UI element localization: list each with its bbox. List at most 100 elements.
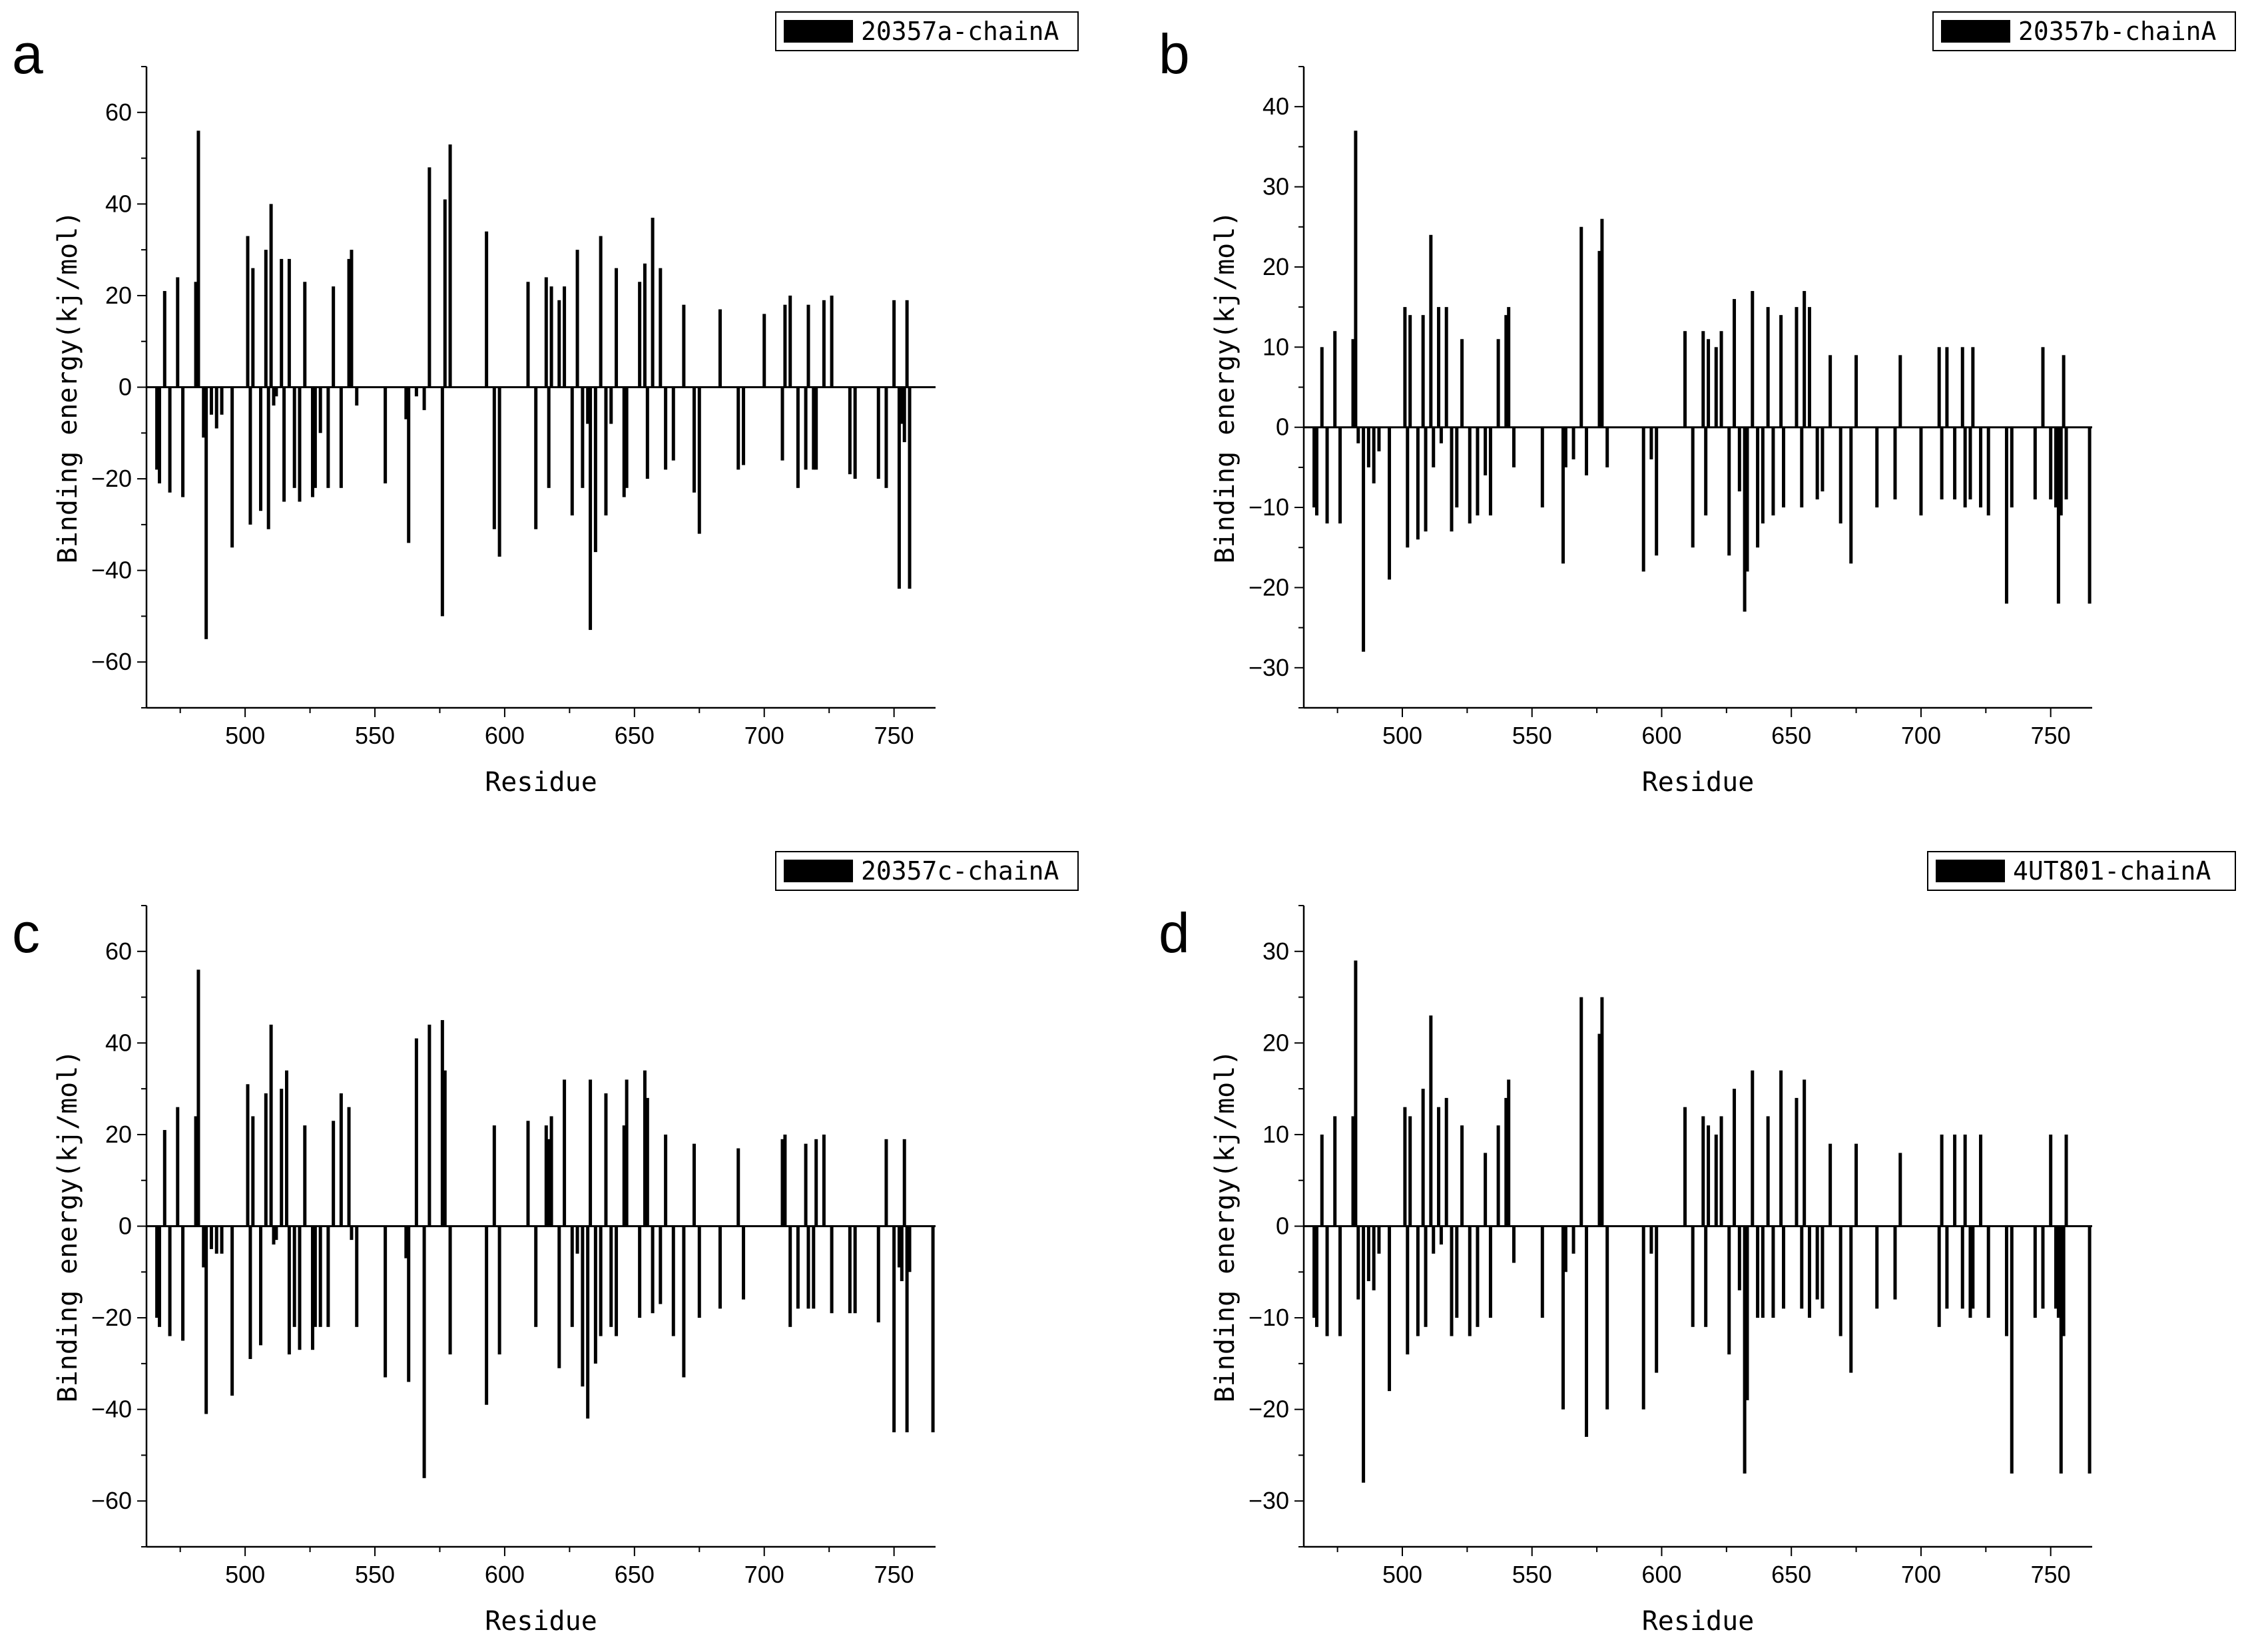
bar <box>1953 1134 1957 1227</box>
bar <box>526 1121 530 1227</box>
y-tick-label: 30 <box>1262 938 1289 965</box>
bar <box>204 1226 208 1414</box>
bar <box>697 1226 701 1318</box>
bar <box>1512 1226 1516 1263</box>
bar <box>269 204 273 388</box>
bar <box>1437 1107 1441 1227</box>
bar <box>332 1121 336 1227</box>
x-tick-label: 550 <box>355 1561 395 1588</box>
bar <box>2056 427 2060 604</box>
bar <box>853 387 857 479</box>
bar <box>1838 427 1842 524</box>
bar <box>1424 1226 1428 1327</box>
bar <box>1704 1226 1708 1327</box>
bar <box>544 277 548 388</box>
bar <box>848 387 852 475</box>
y-tick-label: 20 <box>105 1121 132 1148</box>
bar <box>2041 347 2045 427</box>
bar <box>563 286 567 388</box>
bar <box>1338 427 1342 524</box>
bar <box>427 167 431 388</box>
bar <box>1704 427 1708 516</box>
bar <box>897 387 901 589</box>
bar <box>497 387 501 557</box>
bar <box>671 387 675 461</box>
bar <box>292 1226 296 1327</box>
y-tick-label: −20 <box>1249 573 1289 601</box>
bar <box>310 1226 314 1350</box>
bar-series <box>1312 960 2092 1483</box>
bar <box>246 236 250 388</box>
bar <box>1979 427 1983 508</box>
bar <box>788 295 792 388</box>
legend-label: 20357c-chainA <box>861 856 1059 886</box>
bar <box>547 1139 551 1227</box>
bar <box>1314 1226 1318 1327</box>
bar <box>1782 1226 1786 1309</box>
bar <box>1356 427 1360 443</box>
panel-letter: a <box>12 23 43 85</box>
bar <box>414 1038 418 1227</box>
bar <box>355 387 359 406</box>
bar <box>1540 427 1544 508</box>
bar <box>1795 1097 1799 1227</box>
bar <box>443 199 447 388</box>
bar <box>384 1226 388 1378</box>
bar <box>783 1134 787 1227</box>
y-axis-title: Binding energy(kj/mol) <box>53 211 83 564</box>
bar <box>2064 1134 2068 1227</box>
bar <box>1484 427 1488 475</box>
y-tick-label: 20 <box>1262 1029 1289 1056</box>
bar <box>1701 1116 1705 1227</box>
bar <box>202 387 206 438</box>
bar <box>246 1084 250 1227</box>
bar <box>318 1226 322 1327</box>
bar <box>780 387 784 461</box>
bar <box>176 1107 180 1227</box>
panel-letter: b <box>1159 23 1190 85</box>
bar <box>1362 1226 1366 1483</box>
bar <box>1782 427 1786 508</box>
bar <box>220 1226 224 1254</box>
bar <box>1641 1226 1645 1410</box>
bar <box>1605 427 1609 467</box>
bar <box>313 387 317 488</box>
bar <box>1432 427 1436 467</box>
y-tick-label: −10 <box>1249 1304 1289 1331</box>
bar <box>1766 307 1770 427</box>
bar <box>1571 427 1575 459</box>
x-tick-label: 500 <box>225 722 265 749</box>
bar <box>1468 1226 1472 1336</box>
bar <box>1849 1226 1853 1373</box>
x-tick-label: 750 <box>874 1561 914 1588</box>
bar <box>876 1226 880 1322</box>
bar <box>638 1226 642 1318</box>
bar <box>407 1226 411 1382</box>
bar <box>1476 1226 1480 1327</box>
legend-label: 20357b-chainA <box>2018 17 2217 46</box>
bar <box>339 1093 343 1227</box>
x-tick-label: 550 <box>355 722 395 749</box>
bar <box>1727 1226 1731 1355</box>
bar <box>347 258 351 388</box>
bar <box>718 1226 722 1309</box>
bar <box>1388 427 1392 580</box>
bar <box>1893 1226 1897 1300</box>
bar <box>1803 291 1807 427</box>
bar <box>214 387 218 429</box>
bar <box>586 387 590 424</box>
bar <box>900 387 904 424</box>
bar <box>384 387 388 483</box>
y-tick-label: 40 <box>1262 93 1289 120</box>
bar <box>1940 1134 1944 1227</box>
bar <box>1919 427 1923 516</box>
x-tick-label: 650 <box>1771 722 1811 749</box>
bar <box>1854 1143 1858 1227</box>
bar <box>1351 339 1355 427</box>
bar <box>1314 427 1318 516</box>
y-tick-label: −60 <box>91 648 132 675</box>
bar <box>2004 1226 2008 1336</box>
bar <box>697 387 701 534</box>
bar <box>1771 427 1775 516</box>
bar <box>414 387 418 397</box>
